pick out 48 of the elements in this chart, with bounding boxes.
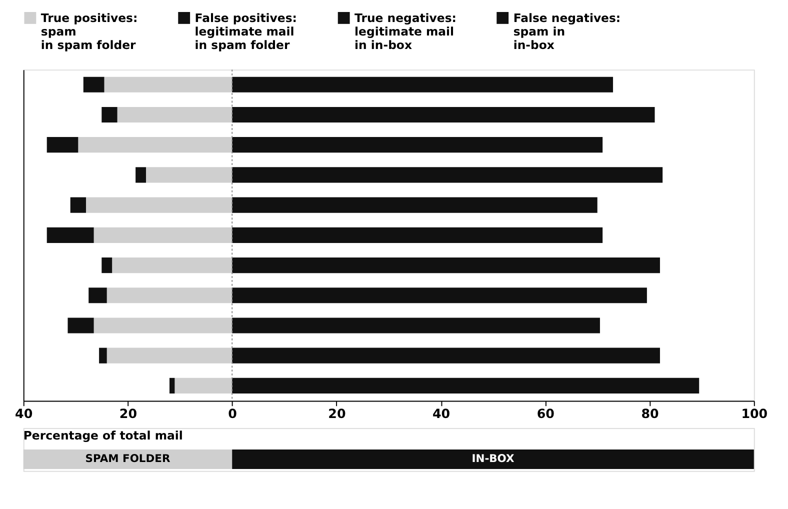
bar — [112, 257, 232, 274]
x-tick-label: 20 — [328, 406, 346, 421]
legend-label: True negatives: legitimate mail in in-box — [354, 10, 456, 52]
bar — [106, 348, 232, 364]
bar — [68, 318, 94, 334]
bar — [232, 167, 663, 183]
bar — [232, 137, 603, 153]
bar — [232, 378, 700, 394]
x-tick-label: 60 — [536, 406, 555, 421]
bar — [169, 378, 175, 394]
x-tick-label: 100 — [741, 406, 768, 421]
text: IN-BOX — [472, 452, 516, 466]
x-tick-label: 0 — [228, 406, 238, 421]
bar — [83, 76, 104, 92]
x-tick-label: 40 — [15, 406, 33, 421]
bar — [146, 167, 232, 183]
x-axis-title: Percentage of total mail — [23, 428, 183, 443]
bar — [102, 257, 112, 274]
bar — [78, 137, 232, 153]
x-tick-label: 20 — [119, 406, 138, 421]
bar — [94, 318, 232, 334]
bar — [174, 378, 232, 394]
bar — [94, 227, 232, 243]
bar — [232, 76, 614, 92]
bar — [117, 106, 232, 123]
bar — [232, 197, 598, 213]
bar — [104, 76, 232, 92]
bar — [46, 227, 94, 243]
bar — [232, 288, 647, 304]
legend-label: True positives: spam in spam folder — [40, 10, 138, 52]
text: SPAM FOLDER — [85, 452, 171, 466]
bar — [232, 227, 603, 243]
bar — [232, 257, 660, 274]
bar — [70, 197, 86, 213]
bar — [46, 137, 78, 153]
bar — [232, 106, 655, 123]
bar — [99, 348, 107, 364]
bar — [106, 288, 232, 304]
bar — [232, 318, 600, 334]
bar — [88, 288, 107, 304]
bar — [86, 197, 232, 213]
legend-label: False negatives: spam in in-box — [513, 10, 621, 52]
bar — [136, 167, 146, 183]
x-tick-label: 40 — [432, 406, 450, 421]
legend-label: False positives: legitimate mail in spam folder — [194, 10, 297, 52]
bar — [102, 106, 118, 123]
bar — [232, 348, 660, 364]
x-tick-label: 80 — [641, 406, 660, 421]
